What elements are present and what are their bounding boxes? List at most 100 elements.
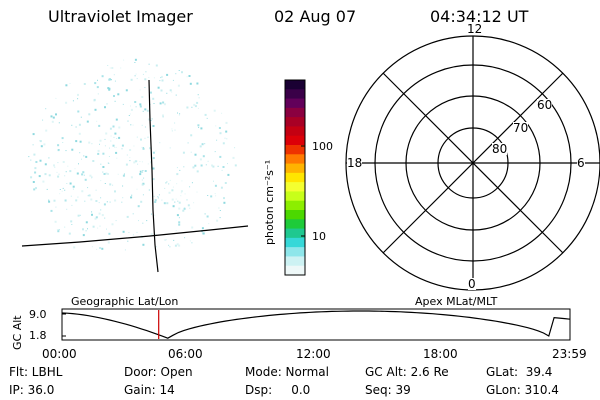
speckle [202,155,205,158]
speckle [115,146,117,148]
speckle [52,116,55,119]
speckle [102,171,104,173]
speckle [107,241,110,244]
speckle [84,200,86,202]
speckle [112,184,114,186]
speckle [215,195,217,197]
speckle [34,171,37,174]
colorbar-segment [285,182,305,193]
speckle [77,93,79,96]
speckle [174,129,176,131]
speckle [44,173,47,176]
speckle [58,149,60,151]
speckle [144,108,147,111]
speckle [66,208,68,210]
status-ip: IP: 36.0 [9,383,55,397]
speckle [178,201,181,204]
speckle [178,207,181,210]
speckle [111,223,114,226]
speckle [196,191,198,193]
speckle [162,116,164,118]
speckle [152,157,155,160]
speckle [142,110,144,112]
speckle [129,113,131,115]
speckle [54,220,57,223]
speckle [182,151,185,154]
speckle [95,189,97,191]
speckle [62,187,64,189]
speckle [186,76,188,78]
speckle [149,91,152,94]
speckle [175,230,177,231]
speckle [62,161,65,163]
speckle [81,173,84,176]
speckle [112,144,115,147]
speckle [176,173,179,176]
status-gain: Gain: 14 [124,383,175,397]
speckle [72,100,74,102]
speckle [157,196,159,198]
speckle [92,160,95,162]
speckle [164,239,166,241]
speckle [106,103,108,105]
speckle [220,186,223,189]
speckle [50,209,53,212]
speckle [81,158,82,160]
speckle [56,229,58,231]
time-label: 04:34:12 UT [430,7,529,26]
speckle [204,113,207,116]
speckle [117,173,119,175]
speckle [211,164,213,167]
speckle [148,189,150,191]
speckle [144,170,147,172]
speckle [58,229,60,231]
speckle [198,126,200,128]
speckle [146,220,148,222]
speckle [64,199,67,202]
speckle [111,67,114,69]
speckle [90,198,93,201]
speckle [159,142,161,144]
speckle [178,244,181,247]
speckle [166,202,169,205]
speckle [207,195,209,196]
speckle [72,188,74,190]
colorbar-tick-100: 100 [312,140,333,153]
speckle [91,211,93,213]
speckle [191,242,193,244]
speckle [146,109,149,112]
track-ytick-1-8: 1.8 [29,329,47,342]
speckle [171,128,173,130]
speckle [53,164,55,167]
colorbar-segment [285,154,305,165]
speckle [91,143,93,145]
speckle [193,103,196,106]
speckle [118,136,121,139]
speckle [115,118,118,121]
longitude-line [148,79,159,273]
speckle [178,221,181,224]
speckle [115,151,118,154]
colorbar-segment [285,117,305,128]
speckle [200,164,203,167]
track-xtick-0600: 06:00 [168,347,203,361]
speckle [74,168,76,170]
speckle [210,195,213,198]
speckle [188,75,191,77]
speckle [217,165,219,167]
speckle [160,89,163,92]
speckle [234,147,236,149]
speckle [180,192,182,194]
speckle [113,136,115,138]
speckle [48,199,50,201]
speckle [214,193,216,195]
speckle [83,155,85,157]
date-label: 02 Aug 07 [274,7,357,26]
speckle [88,141,91,144]
speckle [139,103,142,106]
speckle [61,190,63,192]
status-gc-alt: GC Alt: 2.6 Re [365,365,449,379]
speckle [215,125,217,127]
speckle [218,127,221,129]
speckle [87,187,89,189]
